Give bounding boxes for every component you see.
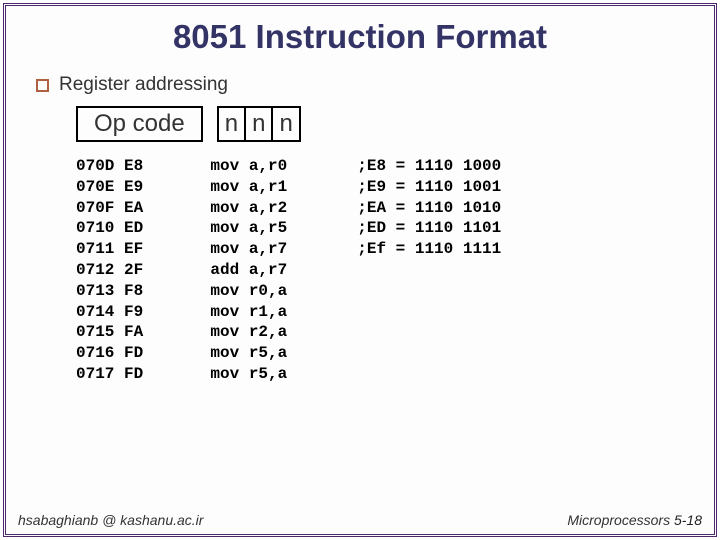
- format-boxes: Op code n n n: [76, 106, 684, 142]
- page-title: 8051 Instruction Format: [36, 18, 684, 56]
- encoding-listing: ;E8 = 1110 1000 ;E9 = 1110 1001 ;EA = 11…: [357, 156, 501, 385]
- footer-right: Microprocessors 5-18: [567, 512, 702, 528]
- n-cell: n: [246, 108, 273, 140]
- bullet-row: Register addressing: [36, 74, 684, 96]
- bullet-text: Register addressing: [59, 74, 228, 96]
- opcode-box: Op code: [76, 106, 203, 142]
- n-cell: n: [273, 108, 298, 140]
- nnn-box: n n n: [217, 106, 301, 142]
- slide: 8051 Instruction Format Register address…: [3, 3, 717, 537]
- bullet-square-icon: [36, 79, 49, 92]
- footer-left: hsabaghianb @ kashanu.ac.ir: [18, 512, 203, 528]
- footer-label: Microprocessors: [567, 512, 674, 528]
- page-number: 5-18: [674, 512, 702, 528]
- assembly-listing: 070D E8 mov a,r0 070E E9 mov a,r1 070F E…: [76, 156, 287, 385]
- n-cell: n: [219, 108, 246, 140]
- content-row: 070D E8 mov a,r0 070E E9 mov a,r1 070F E…: [76, 156, 684, 385]
- footer: hsabaghianb @ kashanu.ac.ir Microprocess…: [18, 512, 702, 528]
